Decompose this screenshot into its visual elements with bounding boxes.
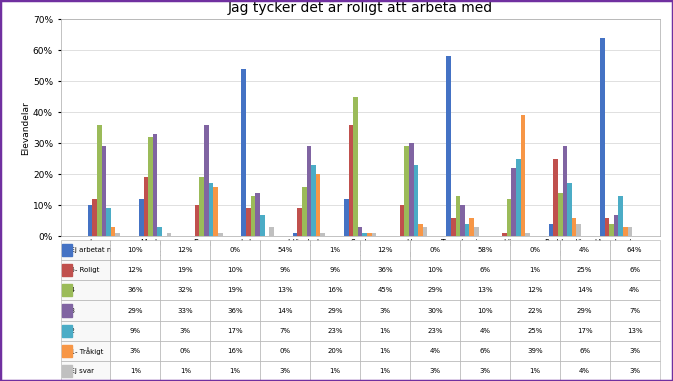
Bar — [418, 224, 423, 236]
Bar — [213, 187, 218, 236]
Bar — [553, 158, 558, 236]
Bar — [250, 196, 255, 236]
Bar — [548, 224, 553, 236]
Bar — [516, 158, 521, 236]
Bar — [139, 199, 143, 236]
Bar — [567, 184, 572, 236]
Bar — [246, 208, 250, 236]
Bar — [511, 168, 516, 236]
Bar — [106, 208, 111, 236]
Bar — [414, 165, 418, 236]
Bar — [409, 143, 414, 236]
Bar — [148, 137, 153, 236]
Bar — [269, 227, 274, 236]
Bar — [87, 205, 92, 236]
Bar — [400, 205, 404, 236]
Bar — [306, 146, 311, 236]
Bar — [618, 196, 623, 236]
Bar — [358, 227, 362, 236]
Bar — [311, 165, 316, 236]
Bar — [456, 196, 460, 236]
Bar — [507, 199, 511, 236]
Bar — [470, 218, 474, 236]
Bar — [316, 174, 320, 236]
Y-axis label: Elevandelar: Elevandelar — [21, 101, 30, 155]
Bar — [563, 146, 567, 236]
Bar — [320, 233, 325, 236]
Bar — [558, 193, 563, 236]
Bar — [349, 125, 353, 236]
Bar — [572, 218, 577, 236]
Bar — [102, 146, 106, 236]
Bar — [404, 146, 409, 236]
Bar — [614, 215, 618, 236]
Bar — [446, 56, 451, 236]
Bar — [474, 227, 479, 236]
Bar — [260, 215, 264, 236]
Bar — [297, 208, 302, 236]
Bar — [628, 227, 633, 236]
Bar — [116, 233, 120, 236]
Bar — [623, 227, 628, 236]
Bar — [600, 38, 604, 236]
Bar — [604, 218, 609, 236]
Bar — [460, 205, 465, 236]
Bar — [218, 233, 223, 236]
Bar — [423, 227, 427, 236]
Bar — [111, 227, 116, 236]
Bar — [153, 134, 157, 236]
Bar — [209, 184, 213, 236]
Bar — [465, 224, 470, 236]
Bar — [521, 115, 525, 236]
Bar — [204, 125, 209, 236]
Bar — [143, 177, 148, 236]
Bar — [97, 125, 102, 236]
Bar — [157, 227, 162, 236]
Bar — [293, 233, 297, 236]
Bar — [367, 233, 371, 236]
Bar — [362, 233, 367, 236]
Bar — [302, 187, 306, 236]
Bar — [255, 193, 260, 236]
Bar — [167, 233, 172, 236]
Bar — [502, 233, 507, 236]
Bar — [609, 224, 614, 236]
Title: Jag tycker det är roligt att arbeta med: Jag tycker det är roligt att arbeta med — [227, 1, 493, 15]
Bar — [451, 218, 456, 236]
Bar — [92, 199, 97, 236]
Bar — [195, 205, 199, 236]
Bar — [344, 199, 349, 236]
Bar — [577, 224, 581, 236]
Bar — [371, 233, 376, 236]
Bar — [525, 233, 530, 236]
Bar — [242, 69, 246, 236]
Bar — [199, 177, 204, 236]
Bar — [353, 97, 358, 236]
